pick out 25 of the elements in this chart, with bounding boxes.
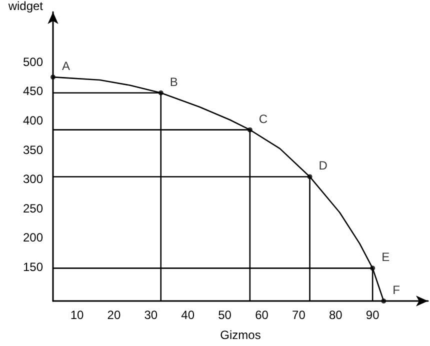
y-tick-label: 250 [22,201,44,216]
annotation: D [318,158,328,173]
y-tick-label: 300 [22,172,44,186]
x-tick-label: 70 [292,308,306,322]
y-tick-label: 400 [22,113,44,128]
annotation: A [62,59,70,74]
annotation: F [392,283,400,297]
x-tick-label: 20 [107,308,121,322]
annotation: E [382,250,390,264]
y-tick-label: 350 [22,142,44,157]
x-tick-label: 10 [70,308,84,322]
x-tick-label: 60 [255,308,269,322]
x-tick-label: 90 [366,308,380,322]
x-tick-label: 50 [218,308,232,322]
y-tick-label: 450 [22,84,44,98]
y-tick-label: 150 [22,260,44,274]
annotation: C [258,112,268,126]
y-tick-label: 500 [22,54,44,69]
x-tick-label: 40 [181,308,195,322]
x-tick-label: 80 [328,308,343,322]
x-tick-label: 30 [144,308,158,322]
annotation: B [170,74,178,89]
y-tick-label: 200 [22,230,44,245]
y-axis-title: widget [7,0,44,13]
x-axis-title: Gizmos [220,328,261,342]
